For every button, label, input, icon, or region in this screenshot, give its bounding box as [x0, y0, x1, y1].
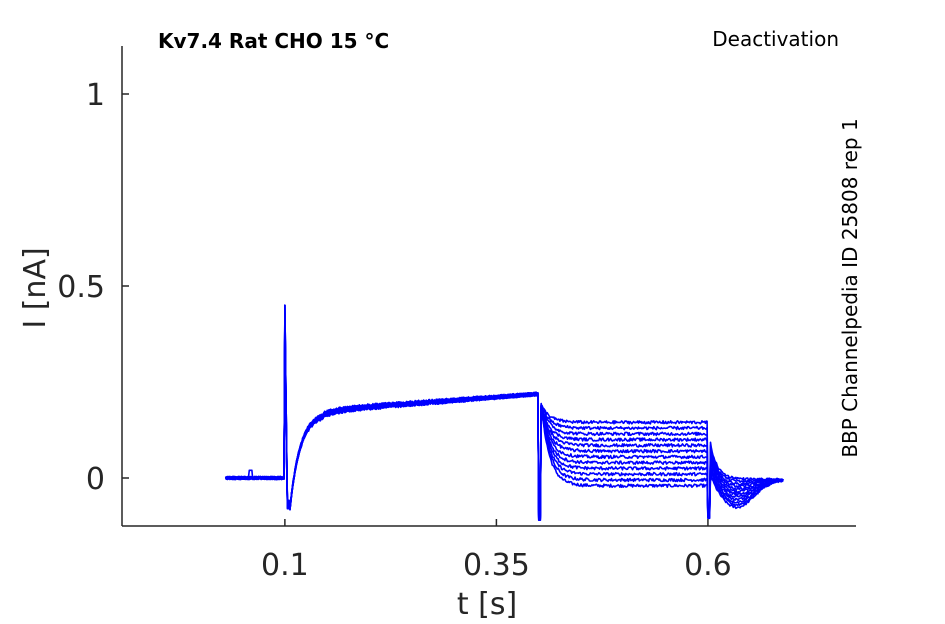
current-trace: [224, 312, 784, 520]
current-trace: [224, 312, 784, 515]
current-trace: [225, 319, 784, 514]
current-trace: [224, 312, 784, 513]
current-trace: [225, 319, 784, 512]
current-trace: [224, 304, 784, 522]
current-trace: [225, 304, 784, 515]
chart-subtitle: Deactivation: [712, 27, 839, 51]
current-trace: [224, 319, 784, 519]
x-tick-label: 0.6: [684, 548, 732, 583]
x-tick-label: 0.1: [261, 548, 309, 583]
y-tick-label: 0.5: [57, 270, 105, 305]
x-axis-label: t [s]: [457, 587, 517, 622]
current-traces: [224, 304, 784, 522]
y-ticks: 00.51: [57, 78, 129, 497]
y-tick-label: 1: [86, 78, 105, 113]
y-tick-label: 0: [86, 462, 105, 497]
y-axis-label: I [nA]: [18, 247, 53, 328]
x-tick-label: 0.35: [463, 548, 530, 583]
x-ticks: 0.1 0.35 0.6: [261, 519, 732, 583]
side-note: BBP Channelpedia ID 25808 rep 1: [838, 118, 862, 457]
chart-title: Kv7.4 Rat CHO 15 °C: [158, 29, 389, 53]
